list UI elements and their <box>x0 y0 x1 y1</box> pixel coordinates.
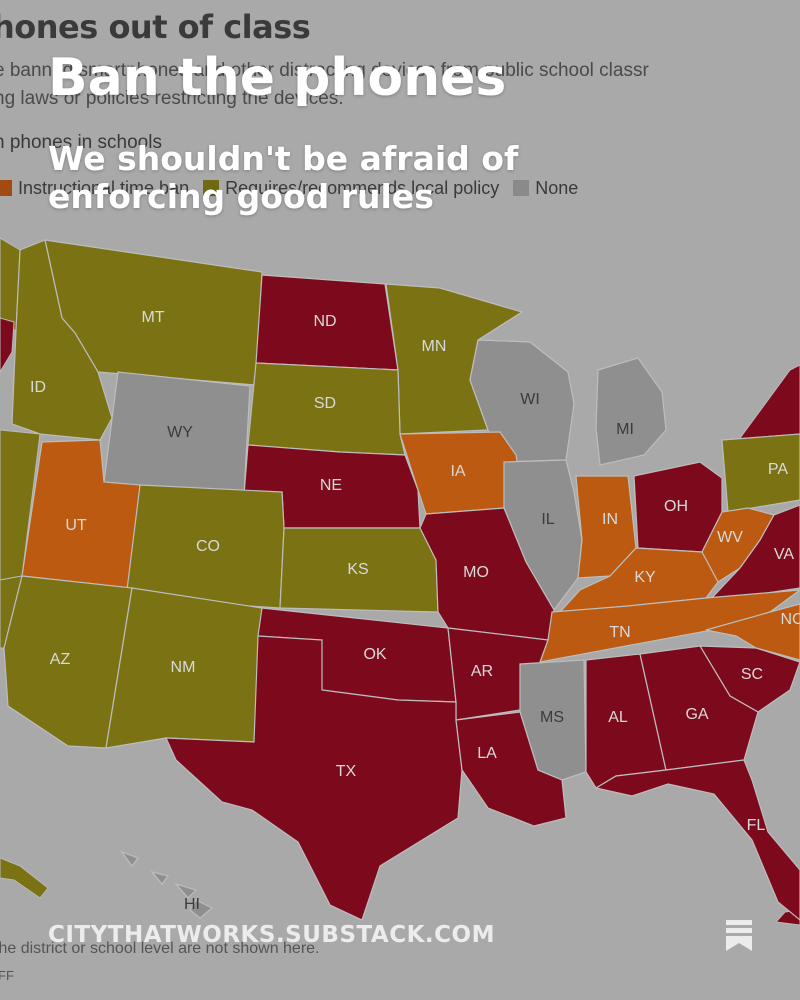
legend-swatch <box>203 180 220 196</box>
state-label-tx: TX <box>336 763 357 780</box>
post-subtitle: We shouldn't be afraid of enforcing good… <box>48 139 519 216</box>
state-label-wy: WY <box>167 424 193 441</box>
state-label-al: AL <box>608 709 628 726</box>
state-label-ar: AR <box>471 663 493 680</box>
map-subtitle-line1: e banned smartphones and other distracti… <box>0 60 649 81</box>
state-fl <box>594 759 800 921</box>
state-label-co: CO <box>196 538 220 555</box>
neighbor-land <box>0 317 15 373</box>
map-footnote: the district or school level are not sho… <box>0 940 320 957</box>
neighbor-land <box>0 857 49 899</box>
state-label-nd: ND <box>313 313 336 330</box>
state-label-in: IN <box>602 511 618 528</box>
site-url[interactable]: CITYTHATWORKS.SUBSTACK.COM <box>48 922 495 948</box>
state-nc <box>705 603 800 661</box>
map-source: FF <box>0 968 14 983</box>
state-label-ia: IA <box>450 463 465 480</box>
state-label-ga: GA <box>685 706 708 723</box>
legend-item-instructional: Instructional time ban <box>0 178 189 199</box>
legend-label: Instructional time ban <box>18 177 190 198</box>
state-label-tn: TN <box>609 624 630 641</box>
state-label-fl: FL <box>747 817 766 834</box>
state-label-ks: KS <box>347 561 368 578</box>
state-label-la: LA <box>477 745 497 762</box>
state-hi <box>120 850 214 919</box>
state-label-il: IL <box>541 511 554 528</box>
post-title: Ban the phones <box>48 48 507 108</box>
state-label-nc: NC <box>780 611 800 628</box>
state-label-sc: SC <box>741 666 763 683</box>
state-label-id: ID <box>30 379 46 396</box>
state-label-pa: PA <box>768 461 788 478</box>
state-label-va: VA <box>774 546 794 563</box>
state-label-sd: SD <box>314 395 336 412</box>
legend-item-none: None <box>513 178 578 199</box>
bookmark-icon[interactable] <box>724 918 754 957</box>
state-label-ne: NE <box>320 477 342 494</box>
state-label-nm: NM <box>171 659 196 676</box>
legend-title: n phones in schools <box>0 132 162 153</box>
state-label-mt: MT <box>141 309 164 326</box>
state-label-mi: MI <box>616 421 634 438</box>
state-label-mn: MN <box>422 338 447 355</box>
map-legend: Instructional time ban Requires/recommen… <box>0 176 578 200</box>
state-mi <box>595 357 667 466</box>
state-tx <box>165 635 463 921</box>
legend-label: Requires/recommends local policy <box>225 177 500 198</box>
legend-swatch <box>0 180 12 196</box>
state-label-ok: OK <box>363 646 386 663</box>
state-la <box>455 711 567 827</box>
state-pa <box>721 433 800 513</box>
state-label-ms: MS <box>540 709 564 726</box>
state-label-az: AZ <box>50 651 71 668</box>
legend-label: None <box>535 177 579 198</box>
map-title: hones out of class <box>0 8 311 46</box>
state-label-ut: UT <box>65 517 87 534</box>
state-label-ky: KY <box>634 569 656 586</box>
legend-item-policy: Requires/recommends local policy <box>203 178 499 199</box>
state-label-wi: WI <box>520 391 540 408</box>
state-label-mo: MO <box>463 564 489 581</box>
map-subtitle-line2: ng laws or policies restricting the devi… <box>0 88 344 109</box>
neighbor-land <box>721 364 800 446</box>
state-label-oh: OH <box>664 498 688 515</box>
state-label-hi: HI <box>184 896 200 913</box>
legend-swatch <box>513 180 530 196</box>
state-label-wv: WV <box>717 529 743 546</box>
